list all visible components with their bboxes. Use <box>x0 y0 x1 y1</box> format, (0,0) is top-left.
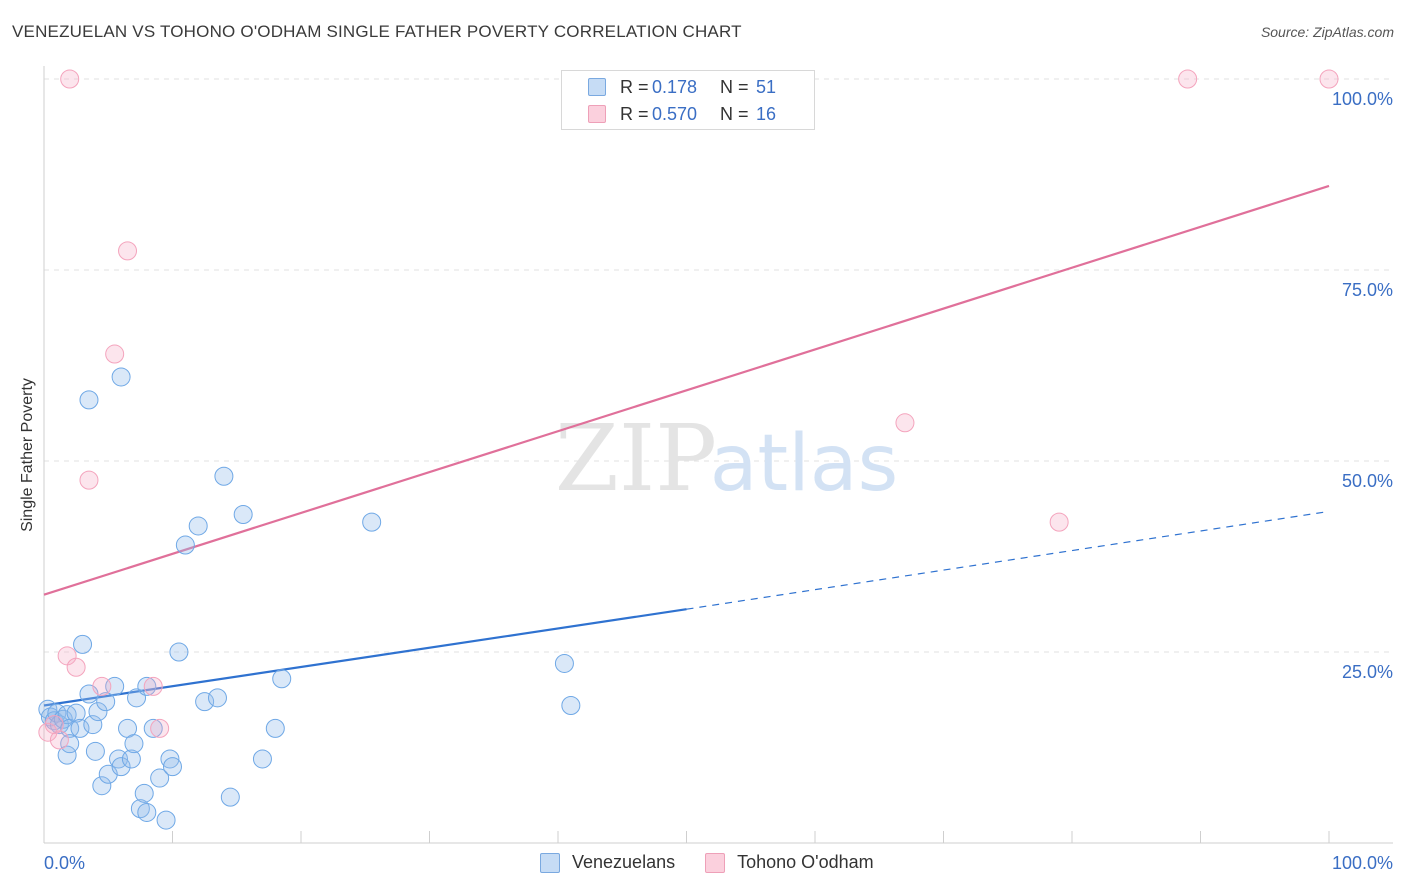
point-series-0 <box>134 783 154 803</box>
point-series-0 <box>554 653 574 673</box>
point-series-1 <box>79 470 99 490</box>
point-series-0 <box>156 810 176 830</box>
legend-n-value: 16 <box>756 103 777 124</box>
point-series-0 <box>124 734 144 754</box>
point-series-0 <box>121 749 141 769</box>
point-series-1 <box>66 657 86 677</box>
point-series-0 <box>252 749 272 769</box>
point-series-1 <box>143 676 163 696</box>
point-series-0 <box>195 692 215 712</box>
point-series-0 <box>111 757 131 777</box>
point-series-0 <box>57 745 77 765</box>
legend-r-value: 0.570 <box>652 103 698 124</box>
point-series-0 <box>169 642 189 662</box>
series-legend: Venezuelans Tohono O'odham <box>540 852 904 873</box>
legend-n-value: 51 <box>756 76 777 97</box>
point-series-1 <box>150 718 170 738</box>
y-tick-label: 75.0% <box>1342 280 1393 300</box>
point-series-0 <box>188 516 208 536</box>
point-series-0 <box>137 676 157 696</box>
source-label: Source: ZipAtlas.com <box>1260 24 1394 40</box>
point-series-0 <box>85 741 105 761</box>
point-series-0 <box>92 776 112 796</box>
point-series-0 <box>66 703 86 723</box>
point-series-1 <box>44 715 64 735</box>
series-legend-tohono: Tohono O'odham <box>705 852 874 873</box>
series-name-tohono: Tohono O'odham <box>737 852 874 872</box>
point-series-0 <box>60 734 80 754</box>
point-series-0 <box>160 749 180 769</box>
point-series-0 <box>214 466 234 486</box>
point-series-1 <box>1319 69 1339 89</box>
point-series-0 <box>70 718 90 738</box>
point-series-0 <box>561 695 581 715</box>
point-series-1 <box>60 69 80 89</box>
legend-swatch-venezuelans <box>588 78 606 96</box>
point-series-0 <box>111 367 131 387</box>
axes <box>43 66 1393 844</box>
watermark-text: ZIP <box>555 405 717 512</box>
point-series-1 <box>49 730 69 750</box>
legend-row-venezuelans: R = 0.178 N = 51 <box>588 76 776 98</box>
series-name-venezuelans: Venezuelans <box>572 852 676 872</box>
legend-swatch-tohono <box>588 105 606 123</box>
y-tick-label: 25.0% <box>1342 662 1393 682</box>
point-series-0 <box>88 702 108 722</box>
trend-line-1 <box>43 184 1330 596</box>
point-series-0 <box>96 692 116 712</box>
series-legend-venezuelans: Venezuelans <box>540 852 675 873</box>
point-series-0 <box>265 718 285 738</box>
point-series-0 <box>143 718 163 738</box>
point-series-0 <box>49 715 69 735</box>
x-tick-label-min: 0.0% <box>44 853 85 873</box>
point-series-1 <box>1049 512 1069 532</box>
point-series-0 <box>73 634 93 654</box>
trend-lines <box>43 184 1330 707</box>
point-series-1 <box>105 344 125 364</box>
watermark-text-atlas: atlas <box>710 419 899 509</box>
stats-legend: R = 0.178 N = 51 R = 0.570 N = 16 <box>561 70 815 130</box>
legend-n-label: N = <box>720 103 749 124</box>
legend-r-label: R = <box>620 76 649 97</box>
point-series-1 <box>38 722 58 742</box>
trend-line-dashed-0 <box>686 510 1330 610</box>
point-series-0 <box>272 669 292 689</box>
point-series-0 <box>150 768 170 788</box>
point-series-0 <box>220 787 240 807</box>
point-series-0 <box>175 535 195 555</box>
y-tick-label: 50.0% <box>1342 471 1393 491</box>
point-series-0 <box>79 390 99 410</box>
tick-labels: 100.0% 75.0% 50.0% 25.0% 0.0% 100.0% <box>44 89 1393 873</box>
point-series-0 <box>207 688 227 708</box>
legend-n-label: N = <box>720 76 749 97</box>
legend-r-label: R = <box>620 103 649 124</box>
watermark: ZIP atlas <box>555 405 898 512</box>
point-series-0 <box>163 757 182 777</box>
gridlines <box>44 78 1393 653</box>
series-swatch-tohono <box>705 852 726 873</box>
point-series-1 <box>1178 69 1198 89</box>
series-swatch-venezuelans <box>540 852 560 873</box>
point-series-0 <box>233 504 253 524</box>
y-tick-label: 100.0% <box>1332 89 1393 109</box>
trend-line-0 <box>43 608 687 707</box>
point-series-1 <box>92 676 112 696</box>
legend-row-tohono: R = 0.570 N = 16 <box>588 103 776 125</box>
point-series-0 <box>362 512 382 532</box>
x-tick-label-max: 100.0% <box>1332 853 1393 873</box>
point-series-0 <box>137 802 157 822</box>
data-points <box>38 69 1339 830</box>
point-series-1 <box>118 241 138 261</box>
chart-title: VENEZUELAN VS TOHONO O'ODHAM SINGLE FATH… <box>12 22 742 41</box>
point-series-1 <box>895 413 915 433</box>
legend-r-value: 0.178 <box>652 76 698 97</box>
